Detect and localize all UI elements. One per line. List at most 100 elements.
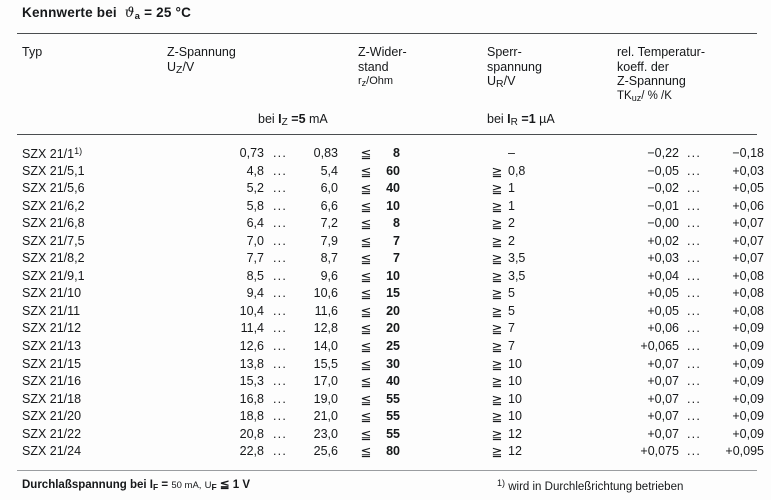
footnote-marker: 1)	[497, 478, 506, 488]
cell-tk-ellipsis: ...	[686, 444, 702, 459]
cell-uz-min: 0,73	[239, 146, 264, 160]
cell-tk-max: +0,09	[732, 321, 764, 336]
cell-rz-value: 25	[386, 339, 400, 354]
cell-uz-max: 19,0	[313, 391, 338, 406]
cell-ur-value: 1	[508, 181, 515, 196]
cell-ur-operator: ≧	[491, 409, 503, 425]
cell-tk-max: +0,09	[732, 356, 764, 371]
cell-uz-min: 16,8	[239, 391, 264, 406]
cell-tk-min: −0,22	[647, 146, 679, 160]
cell-tk-min: +0,07	[647, 356, 679, 371]
cell-ur-operator: ≧	[491, 251, 503, 267]
cell-ur-operator: ≧	[491, 163, 503, 179]
cell-rz-value: 8	[393, 216, 400, 231]
cell-rz-value: 10	[386, 268, 400, 283]
cell-typ: SZX 21/13	[22, 339, 82, 354]
cell-ur-value: 2	[508, 233, 515, 248]
cell-ur-value: 3,5	[508, 251, 526, 266]
cell-ur-value: 10	[508, 409, 522, 424]
cell-uz-min: 15,3	[239, 374, 264, 389]
page-title: Kennwerte bei ϑa = 25 °C	[22, 5, 191, 22]
cell-uz-ellipsis: ...	[272, 374, 288, 389]
cell-tk-ellipsis: ...	[686, 146, 702, 160]
cell-uz-max: 6,0	[320, 181, 338, 196]
cell-uz-min: 7,0	[246, 233, 264, 248]
cell-ur-value: 5	[508, 303, 515, 318]
cell-uz-ellipsis: ...	[272, 356, 288, 371]
cell-typ: SZX 21/6,2	[22, 198, 85, 213]
cell-tk-min: +0,075	[640, 444, 679, 459]
cell-typ: SZX 21/11)	[22, 146, 83, 161]
cell-ur-operator: ≧	[491, 356, 503, 372]
header-temperaturkoeffizient: rel. Temperatur- koeff. der Z-Spannung T…	[617, 45, 705, 105]
cell-tk-min: +0,05	[647, 286, 679, 301]
table-row: SZX 21/8,2 7,7... 8,7 ≦ 7 ≧ 3,5 +0,03... +0,07	[0, 251, 771, 269]
cell-uz-ellipsis: ...	[272, 163, 288, 178]
cell-uz-max: 23,0	[313, 426, 338, 441]
cell-typ: SZX 21/18	[22, 391, 82, 406]
cell-uz-max: 21,0	[313, 409, 338, 424]
cell-rz-value: 7	[393, 251, 400, 266]
table-row: SZX 21/5,6 5,2... 6,0 ≦ 40 ≧ 1 −0,02... +0,05	[0, 181, 771, 199]
cell-uz-max: 0,83	[313, 146, 338, 160]
cell-uz-min: 20,8	[239, 426, 264, 441]
cell-uz-min: 13,8	[239, 356, 264, 371]
cell-ur-operator: ≧	[491, 181, 503, 197]
header-ur-line1: Sperr-	[487, 45, 522, 59]
cell-rz-value: 55	[386, 391, 400, 406]
header-uz-line1: Z-Spannung	[167, 45, 236, 59]
cell-uz-max: 7,9	[320, 233, 338, 248]
cell-uz-max: 7,2	[320, 216, 338, 231]
cell-tk-max: +0,08	[732, 303, 764, 318]
cell-typ: SZX 21/16	[22, 374, 82, 389]
table-row: SZX 21/10 9,4... 10,6 ≦ 15 ≧ 5 +0,05... +0,08	[0, 286, 771, 304]
cell-ur-operator: ≧	[491, 374, 503, 390]
cell-tk-max: −0,18	[732, 146, 764, 160]
header-z-spannung: Z-Spannung UZ/V	[167, 45, 236, 77]
cell-ur-operator: ≧	[491, 426, 503, 442]
table-row: SZX 21/13 12,6... 14,0 ≦ 25 ≧ 7 +0,065... +0,09	[0, 339, 771, 357]
cell-tk-ellipsis: ...	[686, 216, 702, 231]
cell-uz-ellipsis: ...	[272, 426, 288, 441]
cell-ur-operator: ≧	[491, 216, 503, 232]
cell-ur-operator: ≧	[491, 198, 503, 214]
rule-bottom	[17, 470, 757, 471]
cell-typ: SZX 21/9,1	[22, 268, 85, 283]
cell-uz-ellipsis: ...	[272, 391, 288, 406]
cell-rz-value: 40	[386, 374, 400, 389]
cell-rz-value: 20	[386, 321, 400, 336]
cell-ur-operator: ≧	[491, 391, 503, 407]
cell-tk-ellipsis: ...	[686, 409, 702, 424]
cell-rz-value: 40	[386, 181, 400, 196]
cell-ur-operator: ≧	[491, 303, 503, 319]
cell-typ: SZX 21/7,5	[22, 233, 85, 248]
cell-uz-ellipsis: ...	[272, 321, 288, 336]
cell-ur-value: 10	[508, 391, 522, 406]
cell-uz-ellipsis: ...	[272, 444, 288, 459]
table-row: SZX 21/16 15,3... 17,0 ≦ 40 ≧ 10 +0,07... +0,09	[0, 374, 771, 392]
header-tk-line4: TKuz/ % /K	[617, 89, 672, 103]
cell-typ: SZX 21/8,2	[22, 251, 85, 266]
cell-tk-min: −0,01	[647, 198, 679, 213]
cell-rz-operator: ≦	[360, 268, 372, 284]
table-row: SZX 21/6,8 6,4... 7,2 ≦ 8 ≧ 2 −0,00... +0,07	[0, 216, 771, 234]
cell-uz-min: 8,5	[246, 268, 264, 283]
cell-ur-value: 10	[508, 356, 522, 371]
cell-typ: SZX 21/12	[22, 321, 82, 336]
table-row: SZX 21/5,1 4,8... 5,4 ≦ 60 ≧ 0,8 −0,05... +0,03	[0, 164, 771, 182]
title-text: Kennwerte bei	[22, 5, 117, 20]
cell-tk-min: +0,07	[647, 409, 679, 424]
cell-tk-ellipsis: ...	[686, 391, 702, 406]
cell-ur-value: 10	[508, 374, 522, 389]
cell-ur-operator: ≧	[491, 444, 503, 460]
cell-rz-operator: ≦	[360, 303, 372, 319]
cell-rz-value: 8	[393, 146, 400, 160]
cell-ur-value: 3,5	[508, 268, 526, 283]
cell-uz-min: 7,7	[246, 251, 264, 266]
cell-uz-ellipsis: ...	[272, 303, 288, 318]
cell-tk-ellipsis: ...	[686, 374, 702, 389]
cell-tk-min: −0,02	[647, 181, 679, 196]
cell-ur-value: 1	[508, 198, 515, 213]
cell-uz-ellipsis: ...	[272, 286, 288, 301]
